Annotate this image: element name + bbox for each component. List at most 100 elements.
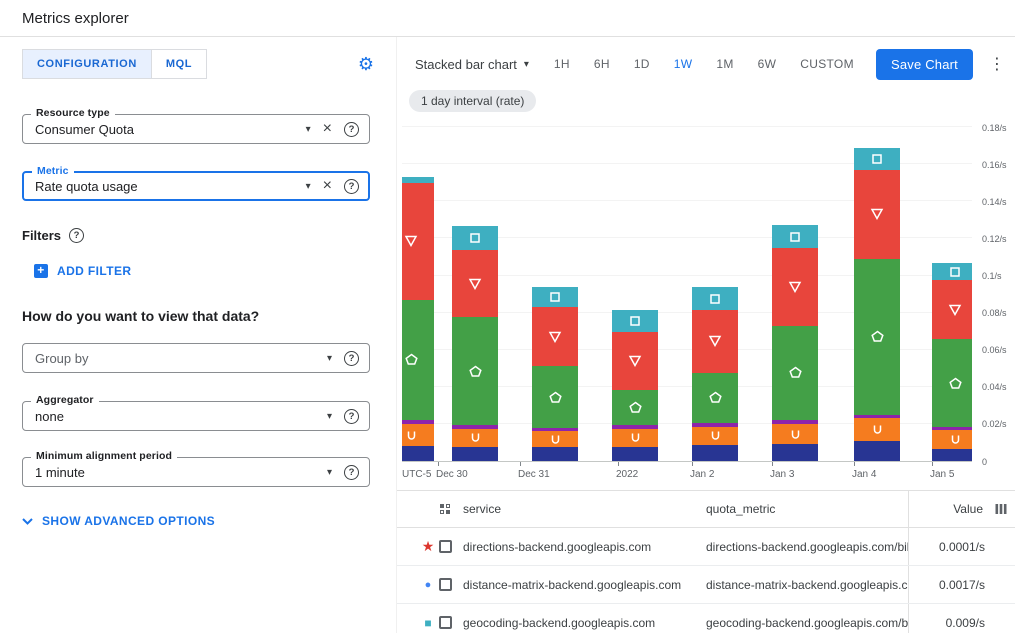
- segment-red[interactable]: [854, 169, 900, 259]
- help-icon[interactable]: ?: [69, 228, 85, 243]
- segment-orange[interactable]: [932, 430, 972, 449]
- clear-icon[interactable]: ×: [322, 120, 332, 137]
- alignment-period-select[interactable]: Minimum alignment period 1 minute ▾ ?: [22, 450, 370, 487]
- group-by-select[interactable]: Group by ▾ ?: [22, 343, 370, 373]
- segment-purple[interactable]: [612, 424, 658, 429]
- segment-orange[interactable]: [402, 423, 434, 447]
- legend-row-checkbox[interactable]: [439, 578, 452, 591]
- legend-table-row[interactable]: ★ directions-backend.googleapis.com direct…: [397, 528, 1015, 566]
- segment-green[interactable]: [854, 258, 900, 415]
- segment-navy[interactable]: [772, 444, 818, 461]
- segment-green[interactable]: [692, 372, 738, 423]
- segment-red[interactable]: [402, 182, 434, 300]
- segment-navy[interactable]: [532, 447, 578, 461]
- segment-navy[interactable]: [854, 440, 900, 461]
- bar-jan-3[interactable]: [772, 225, 818, 461]
- segment-green[interactable]: [402, 299, 434, 421]
- range-button-1h[interactable]: 1H: [547, 51, 577, 77]
- segment-purple[interactable]: [452, 424, 498, 429]
- segment-orange[interactable]: [532, 431, 578, 448]
- segment-purple[interactable]: [932, 426, 972, 431]
- save-chart-button[interactable]: Save Chart: [875, 48, 973, 80]
- segment-navy[interactable]: [612, 447, 658, 461]
- help-icon[interactable]: ?: [344, 464, 359, 480]
- range-button-1d[interactable]: 1D: [627, 51, 657, 77]
- segment-teal[interactable]: [402, 177, 434, 183]
- quota-metric-column-header[interactable]: quota_metric: [706, 502, 776, 516]
- segment-green[interactable]: [612, 389, 658, 425]
- dropdown-arrow-icon[interactable]: ▾: [326, 410, 332, 422]
- segment-teal[interactable]: [612, 309, 658, 333]
- aggregator-select[interactable]: Aggregator none ▾ ?: [22, 394, 370, 431]
- overflow-menu-icon[interactable]: ⋮: [989, 56, 1005, 73]
- segment-orange[interactable]: [854, 418, 900, 441]
- clear-icon[interactable]: ×: [322, 177, 332, 194]
- tab-mql[interactable]: MQL: [150, 49, 208, 79]
- segment-red[interactable]: [612, 332, 658, 390]
- segment-teal[interactable]: [772, 225, 818, 248]
- help-icon[interactable]: ?: [344, 121, 359, 137]
- segment-teal[interactable]: [452, 226, 498, 251]
- segment-navy[interactable]: [402, 446, 434, 461]
- segment-purple[interactable]: [402, 420, 434, 424]
- segment-teal[interactable]: [932, 263, 972, 281]
- help-icon[interactable]: ?: [344, 350, 359, 366]
- dropdown-arrow-icon[interactable]: ▾: [305, 180, 311, 192]
- segment-green[interactable]: [932, 339, 972, 427]
- segment-teal[interactable]: [692, 287, 738, 310]
- segment-red[interactable]: [532, 307, 578, 367]
- range-button-1m[interactable]: 1M: [709, 51, 740, 77]
- segment-purple[interactable]: [772, 420, 818, 424]
- bar-dec-29[interactable]: [402, 177, 434, 461]
- show-advanced-options-button[interactable]: SHOW ADVANCED OPTIONS: [22, 514, 374, 528]
- legend-table-row[interactable]: ● distance-matrix-backend.googleapis.com d…: [397, 566, 1015, 604]
- help-icon[interactable]: ?: [344, 178, 359, 194]
- bar-jan-1[interactable]: [612, 309, 658, 461]
- segment-red[interactable]: [772, 247, 818, 326]
- bar-jan-5[interactable]: [932, 263, 972, 461]
- segment-red[interactable]: [692, 309, 738, 373]
- bar-dec-30[interactable]: [452, 226, 498, 461]
- resource-type-select[interactable]: Resource type Consumer Quota ▾ × ?: [22, 107, 370, 144]
- segment-navy[interactable]: [452, 447, 498, 461]
- range-button-6h[interactable]: 6H: [587, 51, 617, 77]
- legend-row-checkbox[interactable]: [439, 540, 452, 553]
- segment-orange[interactable]: [612, 428, 658, 448]
- segment-red[interactable]: [452, 250, 498, 318]
- column-display-icon[interactable]: [995, 503, 1007, 515]
- segment-purple[interactable]: [532, 427, 578, 432]
- legend-row-checkbox[interactable]: [439, 616, 452, 629]
- segment-teal[interactable]: [854, 147, 900, 170]
- bar-dec-31[interactable]: [532, 286, 578, 461]
- segment-green[interactable]: [772, 325, 818, 421]
- interval-chip[interactable]: 1 day interval (rate): [409, 90, 537, 112]
- chart-type-dropdown[interactable]: Stacked bar chart ▾: [415, 57, 529, 72]
- dropdown-arrow-icon[interactable]: ▾: [305, 123, 311, 135]
- dropdown-arrow-icon[interactable]: ▾: [326, 352, 332, 364]
- segment-orange[interactable]: [452, 428, 498, 448]
- segment-red[interactable]: [932, 280, 972, 340]
- tab-configuration[interactable]: CONFIGURATION: [22, 49, 152, 79]
- dropdown-arrow-icon[interactable]: ▾: [326, 466, 332, 478]
- range-button-1w[interactable]: 1W: [667, 51, 700, 77]
- segment-teal[interactable]: [532, 286, 578, 308]
- segment-green[interactable]: [532, 366, 578, 428]
- settings-gear-icon[interactable]: ⚙: [357, 54, 374, 74]
- metric-select[interactable]: Metric Rate quota usage ▾ × ?: [22, 165, 370, 201]
- range-button-6w[interactable]: 6W: [751, 51, 784, 77]
- bar-jan-4[interactable]: [854, 147, 900, 461]
- segment-purple[interactable]: [854, 414, 900, 419]
- legend-grid-icon[interactable]: [439, 503, 463, 515]
- segment-green[interactable]: [452, 317, 498, 425]
- segment-navy[interactable]: [692, 445, 738, 461]
- legend-table-row[interactable]: ■ geocoding-backend.googleapis.com geocodi…: [397, 604, 1015, 633]
- service-column-header[interactable]: service: [463, 502, 502, 516]
- segment-orange[interactable]: [772, 423, 818, 445]
- segment-orange[interactable]: [692, 426, 738, 446]
- segment-navy[interactable]: [932, 448, 972, 461]
- help-icon[interactable]: ?: [344, 408, 359, 424]
- add-filter-button[interactable]: + ADD FILTER: [34, 264, 374, 278]
- bar-jan-2[interactable]: [692, 287, 738, 461]
- range-button-custom[interactable]: CUSTOM: [793, 51, 861, 77]
- segment-purple[interactable]: [692, 422, 738, 427]
